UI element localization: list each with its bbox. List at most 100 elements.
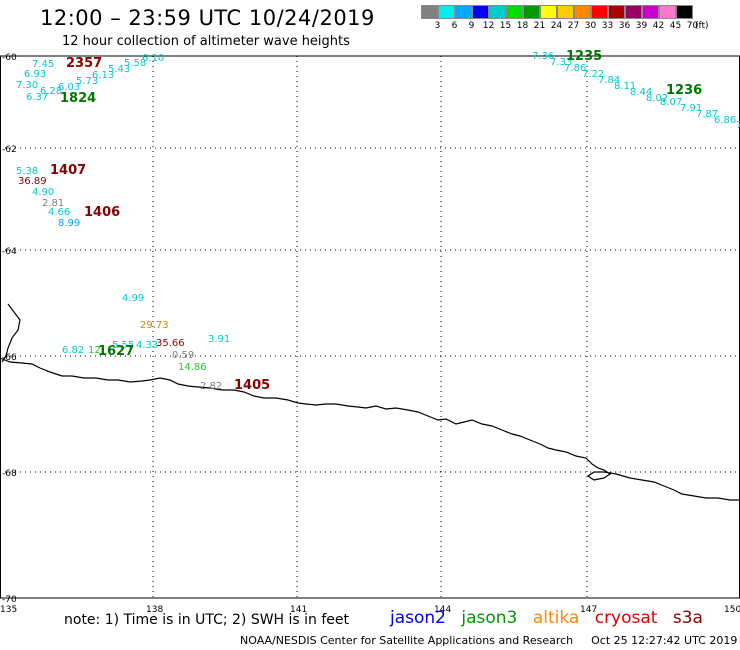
legend-label: 36 bbox=[618, 21, 631, 31]
legend-unit: (ft) bbox=[695, 21, 709, 31]
wave-height-value: 7.87 bbox=[696, 109, 718, 120]
legend-swatch bbox=[574, 5, 591, 19]
sat-s3a: s3a bbox=[672, 608, 703, 628]
wave-height-value: 2.82 bbox=[200, 381, 222, 392]
longitude-label: 138 bbox=[146, 605, 163, 615]
legend-swatch bbox=[489, 5, 506, 19]
wave-height-value: 8.07 bbox=[660, 97, 682, 108]
wave-height-value: 8.11 bbox=[614, 81, 636, 92]
sat-jason3: jason3 bbox=[461, 608, 518, 628]
wave-height-value: 8.44 bbox=[630, 87, 652, 98]
legend-swatch bbox=[557, 5, 574, 19]
wave-height-value: 8.99 bbox=[58, 218, 80, 229]
page-subtitle: 12 hour collection of altimeter wave hei… bbox=[62, 34, 350, 49]
legend-label: 12 bbox=[482, 21, 495, 31]
legend-label: 33 bbox=[601, 21, 614, 31]
wave-height-value: 7.45 bbox=[32, 59, 54, 70]
wave-height-value: 8.02 bbox=[646, 93, 668, 104]
legend-label: 24 bbox=[550, 21, 563, 31]
wave-height-value: 7.91 bbox=[680, 103, 702, 114]
wave-height-value: 12. bbox=[88, 345, 104, 356]
wave-height-value: 35.66 bbox=[156, 338, 185, 349]
wave-height-value: 6.03 bbox=[58, 82, 80, 93]
wave-height-value: 7.84 bbox=[598, 75, 620, 86]
legend-label: 27 bbox=[567, 21, 580, 31]
map-frame bbox=[0, 55, 740, 599]
legend-label: 70 bbox=[686, 21, 699, 31]
wave-height-value: 6.82 bbox=[62, 345, 84, 356]
graticule bbox=[0, 56, 740, 598]
antarctic-coastline bbox=[0, 303, 740, 501]
legend-label: 42 bbox=[652, 21, 665, 31]
wave-height-value: 4.66 bbox=[48, 207, 70, 218]
legend-label: 15 bbox=[499, 21, 512, 31]
wave-height-value: 7.30 bbox=[16, 80, 38, 91]
legend-swatch bbox=[659, 5, 676, 19]
credit-text: NOAA/NESDIS Center for Satellite Applica… bbox=[240, 634, 574, 647]
legend-swatch bbox=[625, 5, 642, 19]
wave-height-value: 29.73 bbox=[140, 320, 169, 331]
pass-time-label: 2357 bbox=[66, 56, 102, 71]
latitude-label: -68 bbox=[2, 469, 17, 479]
pass-time-label: 1235 bbox=[566, 49, 602, 64]
legend-label: 39 bbox=[635, 21, 648, 31]
legend-swatch bbox=[608, 5, 625, 19]
latitude-label: -64 bbox=[2, 247, 17, 257]
pass-time-label: 1405 bbox=[234, 378, 270, 393]
wave-height-value: 6.10 bbox=[142, 53, 164, 64]
legend-label: 3 bbox=[434, 21, 441, 31]
legend-swatch bbox=[642, 5, 659, 19]
latitude-label: -66 bbox=[2, 353, 17, 363]
color-legend bbox=[421, 5, 693, 19]
wave-height-value: 5.73 bbox=[76, 76, 98, 87]
legend-swatch bbox=[438, 5, 455, 19]
legend-label: 21 bbox=[533, 21, 546, 31]
longitude-label: 147 bbox=[580, 605, 597, 615]
wave-height-value: 36.89 bbox=[18, 176, 47, 187]
legend-label: 6 bbox=[451, 21, 458, 31]
latitude-label: -70 bbox=[2, 595, 17, 605]
legend-swatch bbox=[591, 5, 608, 19]
wave-height-value: 7 bbox=[736, 120, 740, 131]
credit-line: NOAA/NESDIS Center for Satellite Applica… bbox=[240, 634, 737, 647]
legend-label: 18 bbox=[516, 21, 529, 31]
longitude-label: 141 bbox=[290, 605, 307, 615]
wave-height-value: 14.86 bbox=[178, 362, 207, 373]
wave-height-value: 5.58 bbox=[124, 58, 146, 69]
page-title: 12:00 – 23:59 UTC 10/24/2019 bbox=[40, 6, 375, 30]
wave-height-value: 5.55 bbox=[112, 340, 134, 351]
wave-height-value: 2.81 bbox=[42, 198, 64, 209]
sat-jason2: jason2 bbox=[390, 608, 446, 628]
longitude-label: 135 bbox=[0, 605, 17, 615]
footer-note: note: 1) Time is in UTC; 2) SWH is in fe… bbox=[64, 612, 350, 628]
legend-swatch bbox=[455, 5, 472, 19]
wave-height-value: 3.91 bbox=[208, 334, 230, 345]
wave-height-value: 0.59 bbox=[172, 350, 194, 361]
generated-timestamp: Oct 25 12:27:42 UTC 2019 bbox=[591, 634, 738, 647]
wave-height-value: 5.43 bbox=[108, 64, 130, 75]
latitude-label: -60 bbox=[2, 53, 17, 63]
legend-swatch bbox=[540, 5, 557, 19]
wave-height-value: 4.90 bbox=[32, 187, 54, 198]
wave-height-value: 6.28 bbox=[40, 86, 62, 97]
wave-height-value: 6.86 bbox=[714, 115, 736, 126]
legend-label: 45 bbox=[669, 21, 682, 31]
wave-height-value: 4.99 bbox=[122, 293, 144, 304]
wave-height-value: 5.38 bbox=[16, 166, 38, 177]
wave-height-value: 4.33 bbox=[136, 340, 158, 351]
pass-time-label: 1406 bbox=[84, 205, 120, 220]
longitude-label: 144 bbox=[434, 605, 451, 615]
pass-time-label: 1627 bbox=[98, 344, 134, 359]
legend-label: 9 bbox=[468, 21, 475, 31]
legend-swatch bbox=[506, 5, 523, 19]
wave-height-value: 6.13 bbox=[92, 70, 114, 81]
wave-height-value: 6.93 bbox=[24, 69, 46, 80]
pass-time-label: 1407 bbox=[50, 163, 86, 178]
wave-height-value: 7.33 bbox=[550, 57, 572, 68]
satellite-legend: jason2 jason3 altika cryosat s3a bbox=[390, 608, 713, 628]
legend-label: 30 bbox=[584, 21, 597, 31]
observation-labels: 7.456.937.306.376.286.035.736.135.435.58… bbox=[16, 49, 740, 393]
wave-height-value: 7.22 bbox=[582, 69, 604, 80]
